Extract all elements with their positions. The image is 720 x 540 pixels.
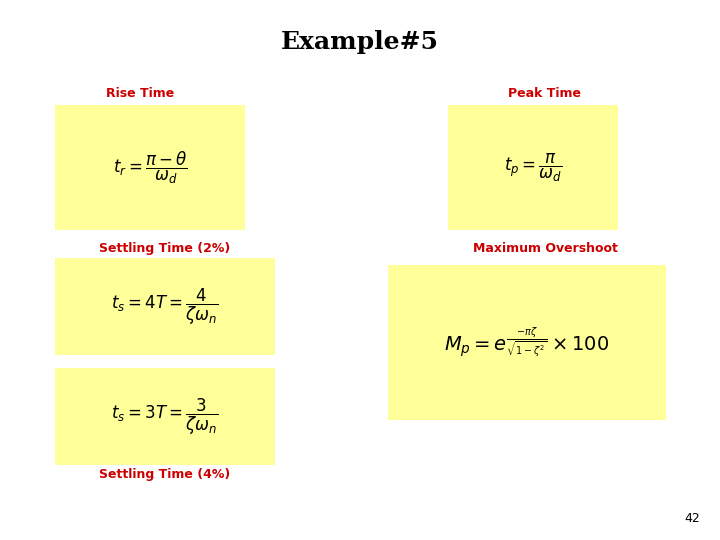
Text: Example#5: Example#5 xyxy=(281,30,439,54)
Text: Settling Time (2%): Settling Time (2%) xyxy=(99,242,230,255)
FancyBboxPatch shape xyxy=(55,368,275,465)
FancyBboxPatch shape xyxy=(448,105,618,230)
Text: $t_r = \dfrac{\pi - \theta}{\omega_d}$: $t_r = \dfrac{\pi - \theta}{\omega_d}$ xyxy=(112,150,187,186)
Text: $t_s = 4T = \dfrac{4}{\zeta\omega_n}$: $t_s = 4T = \dfrac{4}{\zeta\omega_n}$ xyxy=(112,287,219,327)
Text: Peak Time: Peak Time xyxy=(508,87,582,100)
Text: Settling Time (4%): Settling Time (4%) xyxy=(99,468,230,481)
Text: Rise Time: Rise Time xyxy=(106,87,174,100)
Text: $M_p = e^{\frac{-\pi\zeta}{\sqrt{1-\zeta^2}}} \times 100$: $M_p = e^{\frac{-\pi\zeta}{\sqrt{1-\zeta… xyxy=(444,326,610,360)
Text: $t_p = \dfrac{\pi}{\omega_d}$: $t_p = \dfrac{\pi}{\omega_d}$ xyxy=(504,152,562,184)
Text: 42: 42 xyxy=(684,512,700,525)
FancyBboxPatch shape xyxy=(55,258,275,355)
Text: $t_s = 3T = \dfrac{3}{\zeta\omega_n}$: $t_s = 3T = \dfrac{3}{\zeta\omega_n}$ xyxy=(112,397,219,437)
FancyBboxPatch shape xyxy=(55,105,245,230)
FancyBboxPatch shape xyxy=(388,265,666,420)
Text: Maximum Overshoot: Maximum Overshoot xyxy=(472,242,618,255)
